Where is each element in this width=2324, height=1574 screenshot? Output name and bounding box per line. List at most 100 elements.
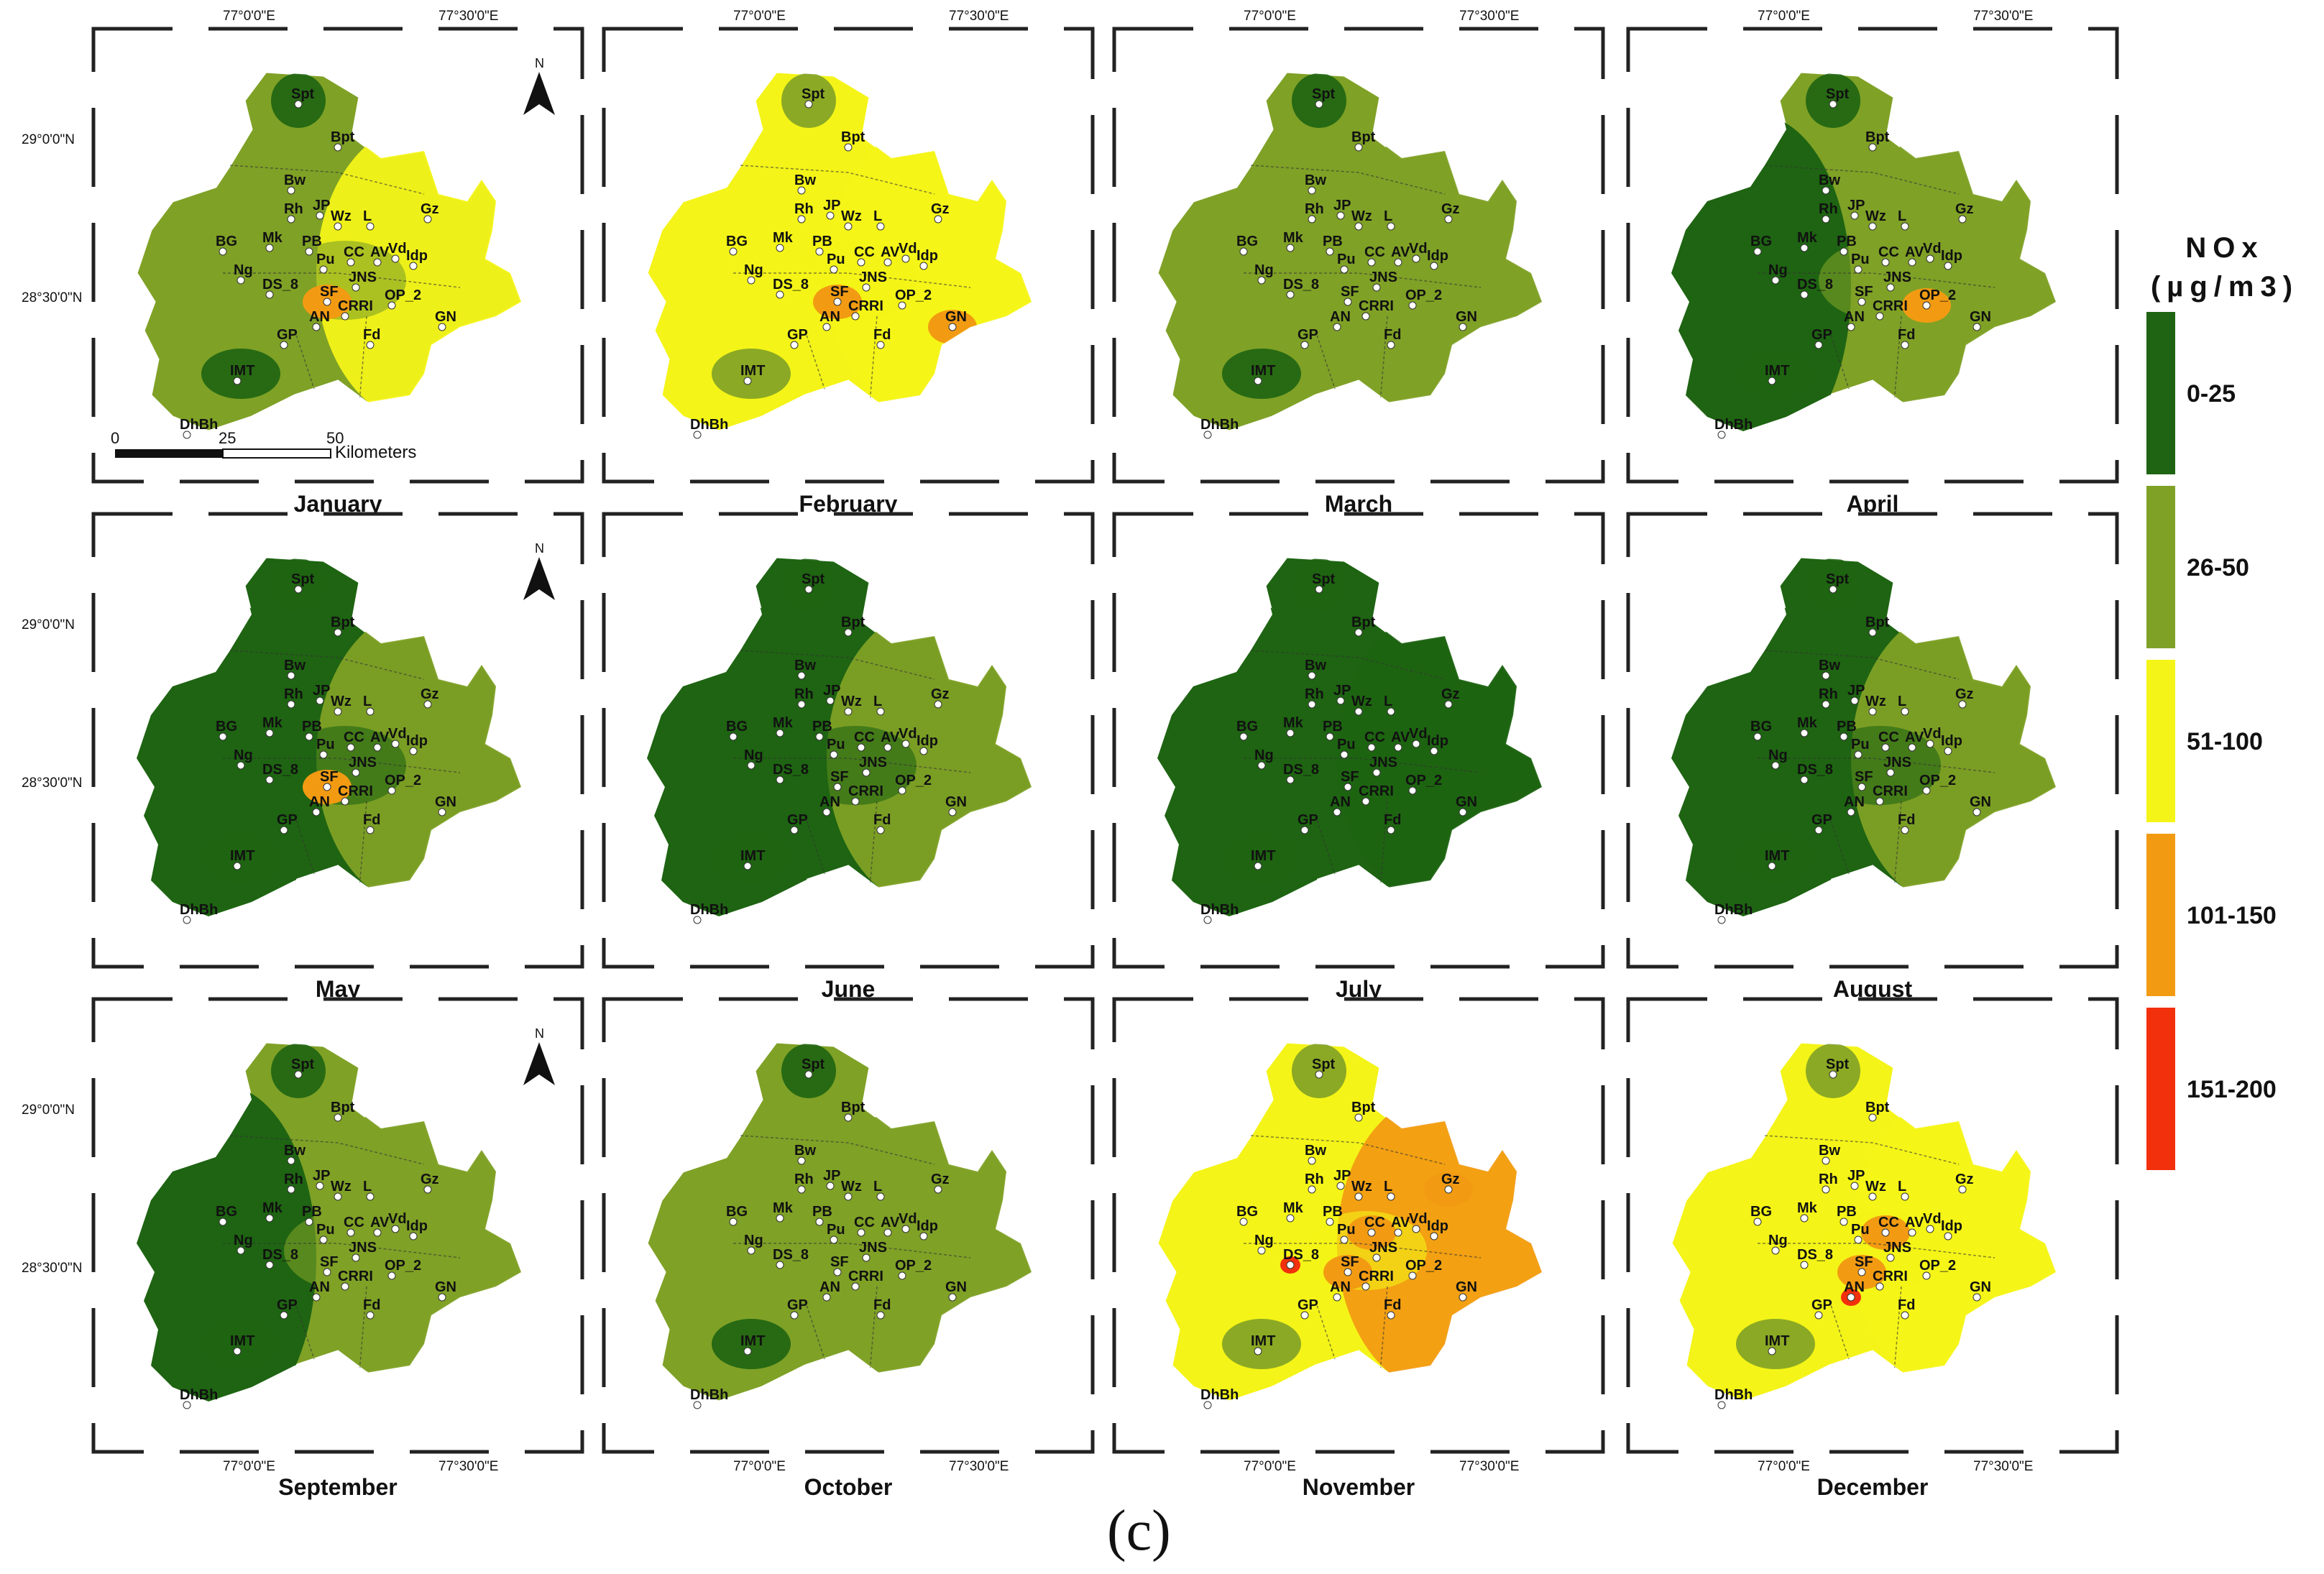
station-label: Wz bbox=[1351, 208, 1372, 224]
station-label: JP bbox=[1333, 198, 1351, 213]
station-label: Bpt bbox=[1351, 615, 1376, 630]
station-label: Wz bbox=[841, 208, 862, 224]
station-marker bbox=[1315, 100, 1323, 109]
station-label: Mk bbox=[1797, 230, 1818, 246]
station-marker bbox=[1886, 283, 1895, 292]
station-marker bbox=[1412, 1225, 1420, 1233]
station-label: Mk bbox=[1797, 715, 1818, 731]
station-label: OP_2 bbox=[1919, 1258, 1956, 1274]
station-marker bbox=[1394, 743, 1402, 752]
station-label: Pu bbox=[1337, 252, 1356, 267]
station-label: Bw bbox=[284, 658, 306, 673]
station-label: AV bbox=[370, 1215, 390, 1230]
station-label: Gz bbox=[1441, 201, 1460, 217]
station-label: BG bbox=[1750, 234, 1772, 249]
station-marker bbox=[233, 1347, 242, 1356]
station-label: IMT bbox=[740, 363, 765, 379]
station-marker bbox=[1308, 1185, 1316, 1194]
station-marker bbox=[830, 265, 838, 274]
month-label: December bbox=[1817, 1474, 1929, 1500]
station-marker bbox=[1881, 258, 1890, 267]
station-label: Gz bbox=[421, 201, 439, 217]
station-label: AV bbox=[1905, 730, 1924, 745]
station-marker bbox=[1875, 1282, 1884, 1291]
north-label: N bbox=[535, 1026, 544, 1041]
station-label: Bw bbox=[1819, 1143, 1840, 1159]
district-boundaries bbox=[1758, 650, 1995, 888]
station-marker bbox=[387, 786, 396, 795]
station-label: Spt bbox=[291, 86, 315, 102]
imt-zone bbox=[1222, 1319, 1301, 1369]
station-label: L bbox=[873, 694, 882, 709]
station-marker bbox=[287, 1185, 295, 1194]
station-label: DhBh bbox=[180, 1387, 218, 1403]
station-marker bbox=[1875, 312, 1884, 321]
station-marker bbox=[901, 740, 910, 748]
station-marker bbox=[236, 1246, 245, 1255]
station-marker bbox=[1286, 244, 1295, 252]
station-label: Spt bbox=[1826, 86, 1850, 102]
station-label: Idp bbox=[917, 1218, 938, 1234]
station-marker bbox=[341, 312, 349, 321]
station-marker bbox=[1857, 783, 1866, 791]
station-marker bbox=[1901, 1192, 1909, 1201]
legend-label-5: 151-200 bbox=[2187, 1076, 2277, 1103]
station-marker bbox=[693, 431, 702, 439]
station-label: GN bbox=[435, 1279, 456, 1295]
station-marker bbox=[1822, 215, 1830, 224]
panel-frame bbox=[1626, 512, 2119, 969]
station-label: GP bbox=[787, 1297, 808, 1313]
station-label: DS_8 bbox=[773, 1247, 809, 1263]
station-marker bbox=[1717, 916, 1726, 924]
station-label: DhBh bbox=[1714, 902, 1753, 918]
station-marker bbox=[287, 1156, 295, 1165]
lon-label-east: 77°30'0"E bbox=[1973, 9, 2033, 24]
station-marker bbox=[265, 776, 274, 784]
station-label: L bbox=[1898, 694, 1906, 709]
north-arrow-icon: N bbox=[523, 541, 555, 600]
station-marker bbox=[341, 797, 349, 806]
station-label: PB bbox=[302, 1204, 322, 1220]
station-marker bbox=[233, 377, 242, 385]
station-label: CC bbox=[854, 244, 875, 260]
station-label: PB bbox=[812, 719, 832, 735]
station-label: CC bbox=[344, 1215, 364, 1230]
station-marker bbox=[857, 743, 865, 752]
station-marker bbox=[1354, 628, 1363, 637]
station-marker bbox=[366, 341, 375, 349]
station-marker bbox=[1922, 786, 1931, 795]
station-label: IMT bbox=[230, 363, 254, 379]
station-marker bbox=[1340, 1235, 1349, 1244]
station-marker bbox=[1412, 254, 1420, 263]
station-label: Mk bbox=[1283, 715, 1304, 731]
station-label: JP bbox=[1847, 683, 1865, 699]
station-label: Wz bbox=[1865, 208, 1886, 224]
station-label: OP_2 bbox=[1405, 287, 1442, 303]
station-marker bbox=[1408, 786, 1417, 795]
station-label: L bbox=[1384, 1179, 1392, 1195]
station-label: DhBh bbox=[1714, 1387, 1753, 1403]
lon-label-west: 77°0'0"E bbox=[733, 1459, 786, 1474]
station-label: JNS bbox=[349, 1240, 377, 1256]
legend-title-line1: NOx bbox=[2185, 232, 2264, 264]
station-label: CRRI bbox=[338, 1269, 373, 1284]
station-label: DhBh bbox=[690, 1387, 728, 1403]
lon-label-east: 77°30'0"E bbox=[1459, 1459, 1519, 1474]
station-label: GN bbox=[1456, 1279, 1477, 1295]
station-label: AV bbox=[1391, 730, 1410, 745]
station-marker bbox=[391, 254, 400, 263]
station-marker bbox=[1944, 262, 1952, 270]
panel-frame bbox=[91, 512, 584, 969]
station-label: L bbox=[1384, 208, 1392, 224]
station-marker bbox=[743, 862, 752, 870]
station-marker bbox=[1394, 258, 1402, 267]
station-label: OP_2 bbox=[895, 1258, 932, 1274]
station-label: PB bbox=[812, 234, 832, 249]
station-marker bbox=[1901, 826, 1909, 834]
station-label: GP bbox=[1811, 1297, 1832, 1313]
station-marker bbox=[797, 1185, 806, 1194]
station-marker bbox=[334, 628, 342, 637]
